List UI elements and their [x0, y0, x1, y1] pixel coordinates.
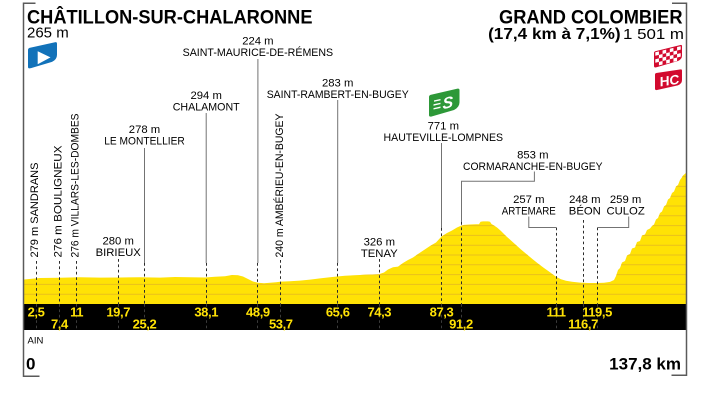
svg-text:LE MONTELLIER: LE MONTELLIER [104, 136, 185, 148]
svg-text:19,7: 19,7 [106, 305, 130, 320]
svg-text:7,4: 7,4 [51, 317, 69, 332]
svg-text:HC: HC [660, 72, 680, 90]
svg-text:S: S [443, 93, 454, 113]
svg-text:2,5: 2,5 [28, 305, 45, 320]
svg-text:326 m: 326 m [364, 237, 395, 249]
svg-text:25,2: 25,2 [133, 317, 157, 332]
svg-text:53,7: 53,7 [269, 317, 293, 332]
svg-text:278 m: 278 m [129, 124, 160, 136]
svg-text:48,9: 48,9 [246, 305, 270, 320]
svg-text:AIN: AIN [28, 336, 44, 347]
svg-text:771 m: 771 m [428, 120, 459, 132]
svg-text:91,2: 91,2 [449, 317, 473, 332]
svg-text:(17,4 km à 7,1%): (17,4 km à 7,1%) [488, 26, 621, 43]
svg-text:224 m: 224 m [242, 36, 273, 48]
svg-text:87,3: 87,3 [430, 305, 454, 320]
svg-text:265 m: 265 m [27, 25, 69, 42]
svg-text:HAUTEVILLE-LOMPNES: HAUTEVILLE-LOMPNES [384, 132, 504, 144]
svg-text:GRAND COLOMBIER: GRAND COLOMBIER [499, 6, 683, 28]
svg-text:248 m: 248 m [569, 194, 600, 206]
svg-text:BÉON: BÉON [569, 205, 601, 218]
svg-text:0: 0 [26, 355, 35, 374]
svg-text:1 501 m: 1 501 m [623, 26, 684, 43]
svg-text:111: 111 [546, 305, 565, 320]
svg-text:ARTEMARE: ARTEMARE [502, 206, 556, 218]
svg-text:74,3: 74,3 [367, 305, 391, 320]
svg-text:137,8 km: 137,8 km [609, 355, 681, 374]
svg-text:38,1: 38,1 [194, 305, 218, 320]
svg-text:SAINT-RAMBERT-EN-BUGEY: SAINT-RAMBERT-EN-BUGEY [267, 89, 409, 101]
svg-text:280 m: 280 m [102, 236, 133, 248]
svg-text:276 m BOULIGNEUX: 276 m BOULIGNEUX [52, 145, 64, 257]
svg-text:11: 11 [70, 305, 83, 320]
svg-text:SAINT-MAURICE-DE-RÉMENS: SAINT-MAURICE-DE-RÉMENS [183, 46, 334, 59]
svg-text:279 m SANDRANS: 279 m SANDRANS [29, 162, 41, 257]
svg-text:276 m VILLARS-LES-DOMBES: 276 m VILLARS-LES-DOMBES [70, 113, 82, 257]
svg-text:65,6: 65,6 [326, 305, 350, 320]
svg-text:283 m: 283 m [322, 78, 353, 90]
svg-text:119,5: 119,5 [582, 305, 612, 320]
svg-text:257 m: 257 m [513, 194, 544, 206]
svg-text:TENAY: TENAY [361, 248, 398, 260]
svg-text:116,7: 116,7 [568, 317, 598, 332]
svg-text:259 m: 259 m [610, 194, 641, 206]
svg-text:CORMARANCHE-EN-BUGEY: CORMARANCHE-EN-BUGEY [463, 161, 603, 173]
svg-text:240 m AMBÉRIEU-EN-BUGEY: 240 m AMBÉRIEU-EN-BUGEY [273, 113, 286, 257]
svg-text:853 m: 853 m [517, 149, 548, 161]
svg-text:CHÂTILLON-SUR-CHALARONNE: CHÂTILLON-SUR-CHALARONNE [27, 4, 313, 28]
svg-text:CHALAMONT: CHALAMONT [173, 102, 240, 114]
svg-text:BIRIEUX: BIRIEUX [96, 247, 142, 259]
svg-text:CULOZ: CULOZ [606, 206, 644, 218]
svg-text:294 m: 294 m [190, 90, 221, 102]
